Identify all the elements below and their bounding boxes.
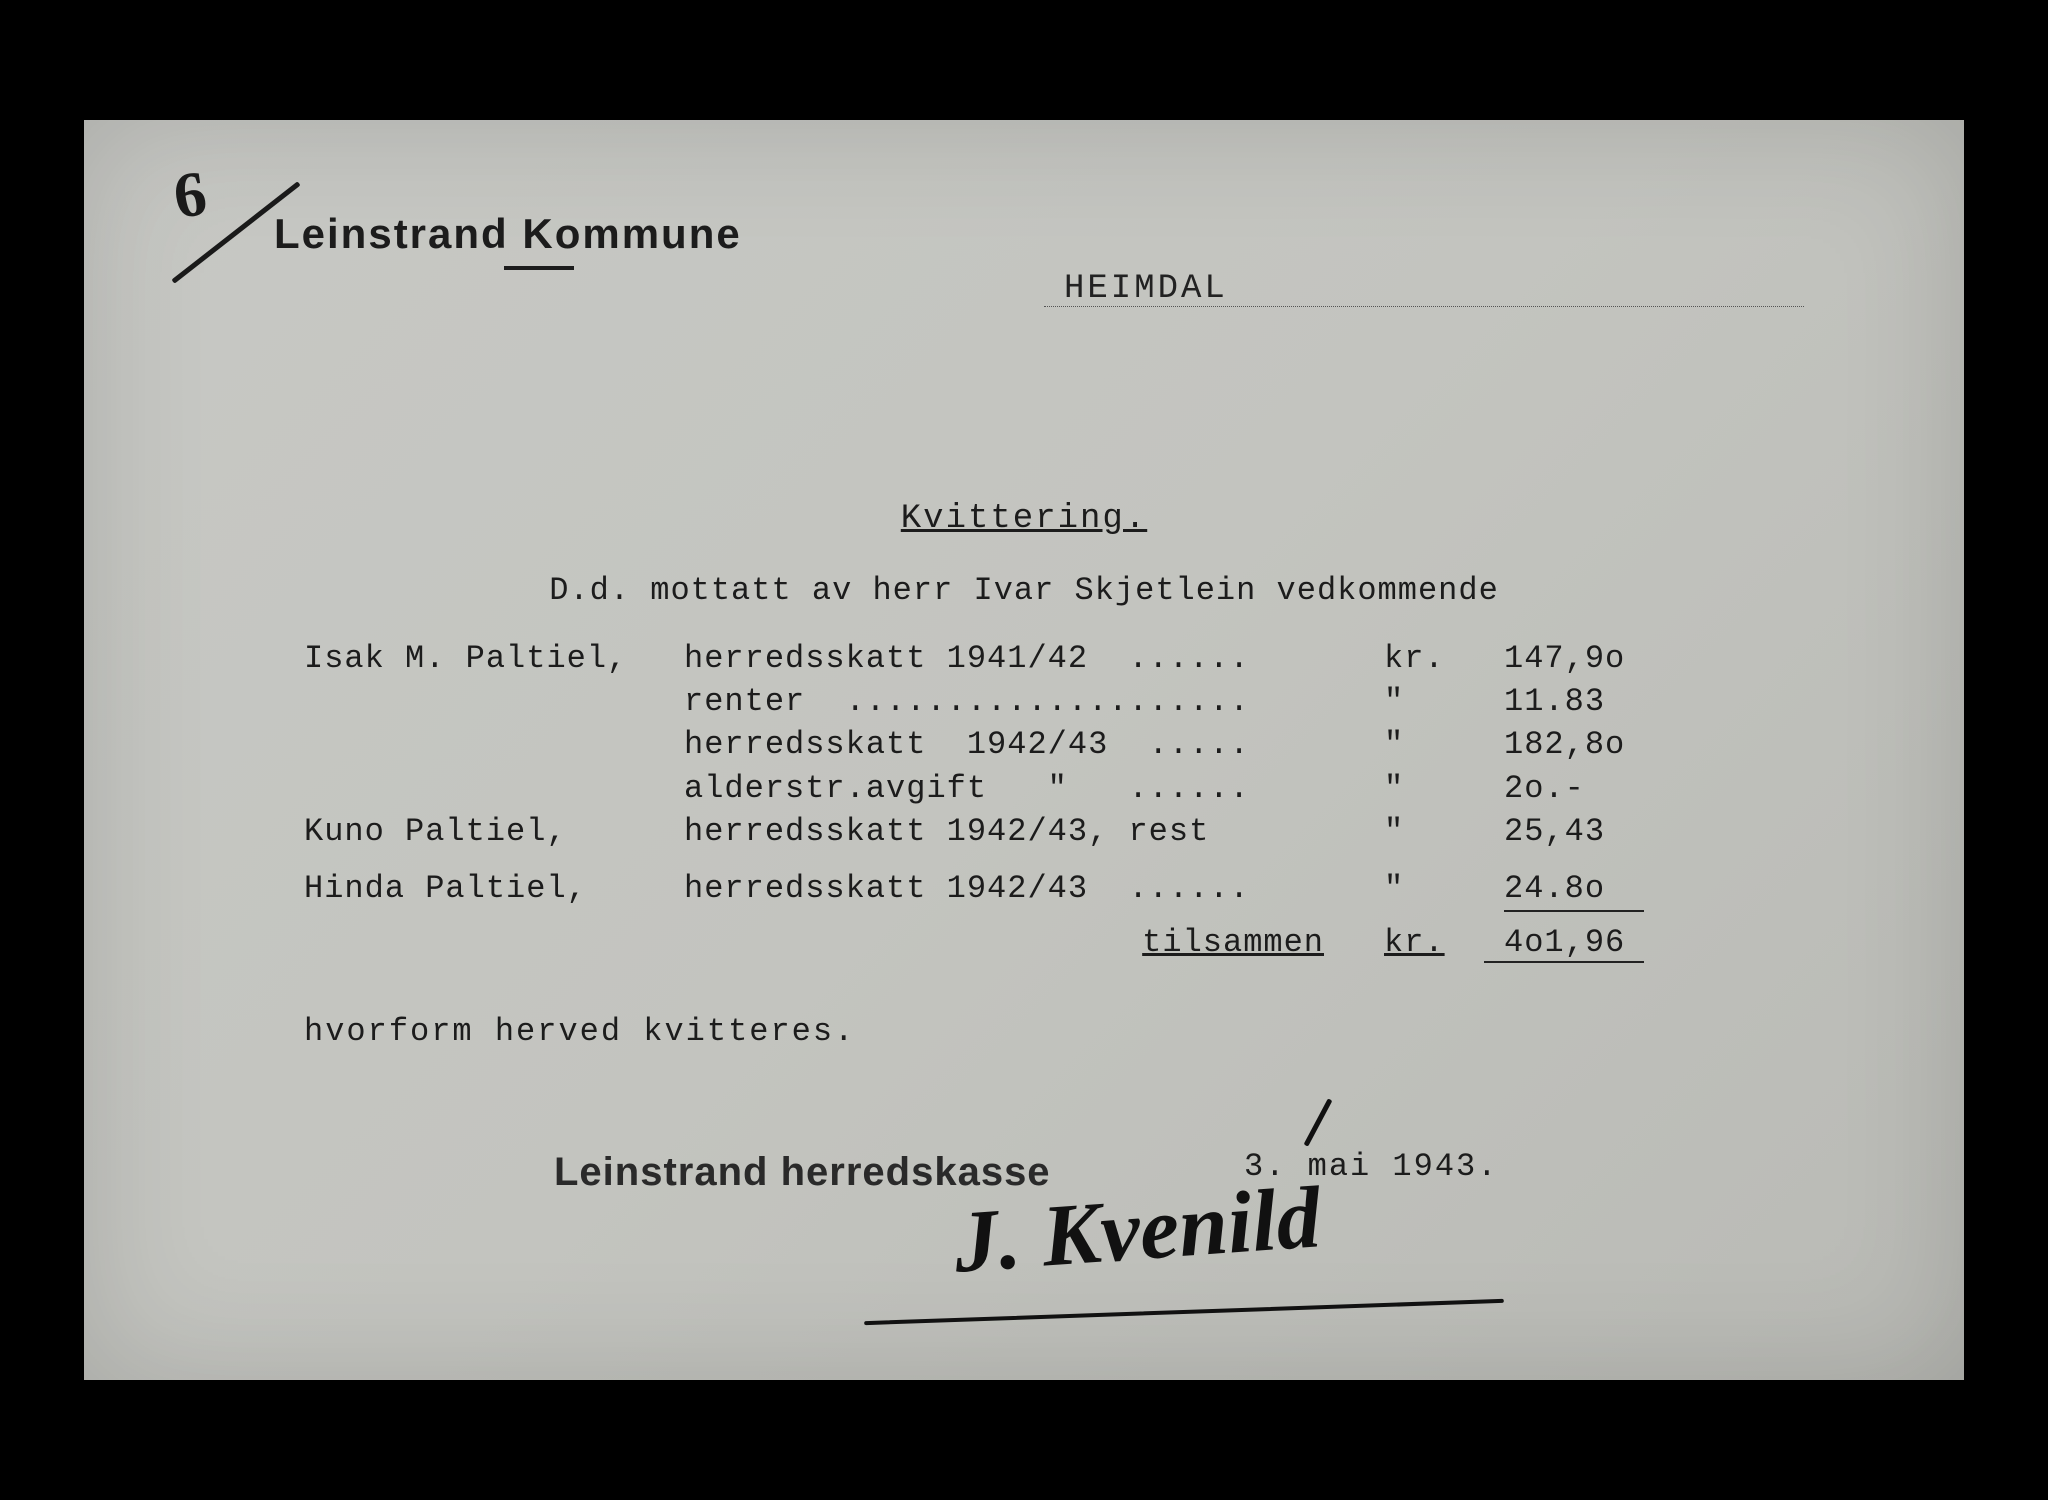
signature-underline — [864, 1299, 1504, 1325]
total-amount: 4o1,96 — [1484, 924, 1784, 963]
row-name: Kuno Paltiel, — [304, 810, 684, 853]
row-desc: renter .................... — [684, 680, 1384, 723]
row-name: Hinda Paltiel, — [304, 867, 684, 910]
row-amount: 24.8o — [1484, 867, 1784, 912]
row-desc: herredsskatt 1942/43 ...... — [684, 867, 1384, 910]
row-currency: " — [1384, 810, 1484, 853]
document-paper: 6 Leinstrand Kommune HEIMDAL Kvittering.… — [84, 120, 1964, 1380]
row-desc: herredsskatt 1942/43, rest — [684, 810, 1384, 853]
row-currency: " — [1384, 680, 1484, 723]
closing-line: hvorform herved kvitteres. — [304, 1013, 1844, 1050]
row-amount: 147,9o — [1484, 637, 1784, 680]
table-row: Kuno Paltiel, herredsskatt 1942/43, rest… — [304, 810, 1904, 853]
row-currency: kr. — [1384, 637, 1484, 680]
total-currency: kr. — [1384, 924, 1484, 963]
office-stamp: Leinstrand herredskasse — [554, 1150, 1051, 1195]
date-slash-mark — [1304, 1098, 1333, 1146]
document-title: Kvittering. — [204, 500, 1844, 538]
row-currency: " — [1384, 867, 1484, 910]
total-row: tilsammen kr. 4o1,96 — [304, 924, 1904, 963]
place-dotted-line — [1044, 306, 1804, 307]
row-amount: 25,43 — [1484, 810, 1784, 853]
table-row: renter .................... " 11.83 — [304, 680, 1904, 723]
row-currency: " — [1384, 767, 1484, 810]
row-amount: 2o.- — [1484, 767, 1784, 810]
row-desc: alderstr.avgift " ...... — [684, 767, 1384, 810]
receipt-rows: Isak M. Paltiel, herredsskatt 1941/42 ..… — [304, 637, 1904, 963]
row-currency: " — [1384, 723, 1484, 766]
handwritten-mark: 6 — [169, 156, 211, 234]
table-row: herredsskatt 1942/43 ..... " 182,8o — [304, 723, 1904, 766]
letterhead-title: Leinstrand Kommune — [274, 210, 1844, 258]
row-amount: 182,8o — [1484, 723, 1784, 766]
row-name: Isak M. Paltiel, — [304, 637, 684, 680]
table-row: alderstr.avgift " ...... " 2o.- — [304, 767, 1904, 810]
letterhead-rule — [504, 266, 574, 270]
total-label: tilsammen — [684, 924, 1384, 963]
row-desc: herredsskatt 1942/43 ..... — [684, 723, 1384, 766]
table-row: Hinda Paltiel, herredsskatt 1942/43 ....… — [304, 867, 1904, 912]
intro-line: D.d. mottatt av herr Ivar Skjetlein vedk… — [204, 572, 1844, 609]
row-amount: 11.83 — [1484, 680, 1784, 723]
place-name: HEIMDAL — [1064, 270, 1228, 308]
row-desc: herredsskatt 1941/42 ...... — [684, 637, 1384, 680]
table-row: Isak M. Paltiel, herredsskatt 1941/42 ..… — [304, 637, 1904, 680]
